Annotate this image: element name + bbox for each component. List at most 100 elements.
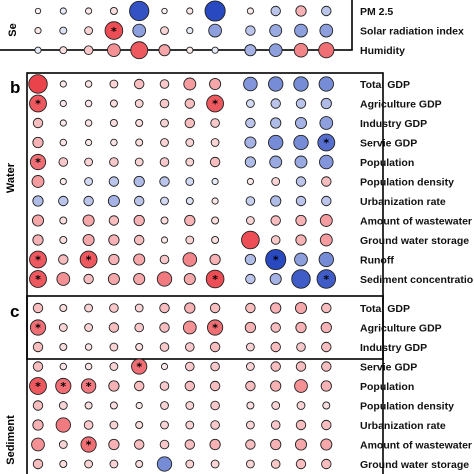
bubble-mark [59, 362, 68, 371]
bubble-mark [32, 361, 44, 372]
bubble-mark [82, 233, 95, 247]
bubble-mark [84, 157, 93, 167]
bubble-mark [185, 197, 194, 205]
significance-star: * [111, 25, 117, 38]
bubble-mark [109, 157, 119, 167]
bubble-mark [184, 439, 196, 450]
bubble-mark [135, 343, 144, 351]
bubble-mark [108, 380, 120, 392]
bubble-mark [294, 301, 308, 315]
bubble-mark [186, 27, 194, 35]
bubble-mark [108, 438, 120, 451]
bubble-mark [83, 420, 94, 430]
bubble-mark [32, 458, 44, 470]
bubble-mark [316, 269, 337, 289]
bubble-mark [319, 116, 334, 130]
bubble-mark [32, 117, 44, 129]
significance-star: * [35, 380, 41, 393]
bubble-mark [59, 236, 68, 244]
bubble-mark [84, 323, 93, 332]
bubble-mark [135, 421, 144, 429]
bubble-mark [295, 321, 307, 334]
bubble-mark [56, 272, 71, 286]
bubble-mark [59, 216, 68, 225]
bubble-row: * Servie GDP [32, 133, 417, 152]
bubble-mark [55, 377, 72, 395]
bubble-row: Urbanization rate [32, 194, 446, 208]
bubble-mark [161, 7, 168, 15]
bubble-mark [295, 195, 307, 207]
bubble-mark [186, 7, 194, 15]
bubble-mark [160, 362, 169, 371]
bubble-mark [109, 342, 119, 352]
bubble-mark [134, 157, 144, 167]
bubble-row: Ground water storage [32, 456, 469, 472]
bubble-mark [245, 380, 256, 392]
bubble-mark [160, 138, 169, 147]
bubble-mark [246, 99, 255, 108]
bubble-mark [293, 134, 309, 151]
bubble-row: Industry GDP [32, 116, 427, 130]
panel-a: Se PM 2.5 * Solar radiation index Humidity [0, 0, 464, 60]
bubble-row: * Servie GDP [32, 358, 417, 375]
bubble-mark [84, 401, 93, 410]
panel-side-label: Se [7, 23, 19, 36]
bubble-mark [317, 133, 336, 152]
row-label: Total GDP [360, 303, 410, 315]
bubble-mark [294, 23, 308, 38]
bubble-mark [209, 253, 221, 266]
bubble-mark [34, 7, 42, 15]
bubble-mark [320, 97, 332, 110]
bubble-mark [159, 302, 170, 314]
bubble-mark [182, 252, 198, 267]
bubble-mark [79, 250, 98, 269]
bubble-mark [209, 77, 222, 91]
bubble-mark [58, 195, 69, 207]
bubble-mark [319, 214, 333, 227]
bubble-mark [133, 272, 146, 286]
bubble-mark [32, 136, 44, 149]
row-label: Population [360, 157, 414, 169]
row-label: Agriculture GDP [360, 99, 442, 111]
bubble-row: * Population [29, 153, 414, 171]
bubble-mark [84, 343, 93, 351]
panel-frame [0, 0, 353, 51]
row-label: Agriculture GDP [360, 323, 442, 335]
row-label: Humidity [360, 45, 405, 57]
bubble-mark [320, 380, 332, 392]
significance-star: * [86, 380, 92, 393]
bubble-mark [29, 377, 47, 395]
bubble-mark [210, 138, 220, 147]
bubble-mark [109, 303, 119, 313]
significance-star: * [35, 254, 41, 267]
bubble-mark [32, 234, 44, 246]
bubble-mark [185, 177, 195, 186]
panel-side-label: Water [5, 162, 17, 193]
bubble-mark [32, 195, 44, 207]
bubble-mark [133, 439, 145, 450]
bubble-mark [59, 119, 67, 127]
bubble-mark [31, 437, 45, 452]
bubble-mark [245, 302, 256, 314]
bubble-mark [204, 0, 226, 22]
significance-star: * [212, 98, 218, 111]
bubble-mark [29, 250, 47, 269]
bubble-mark [205, 269, 225, 289]
bubble-mark [85, 138, 93, 147]
row-label: Solar radiation index [360, 26, 464, 38]
bubble-mark [107, 194, 120, 208]
bubble-row: * * * Sediment concentrations [29, 269, 474, 289]
bubble-mark [294, 155, 308, 169]
bubble-mark [210, 118, 220, 128]
significance-star: * [35, 98, 41, 111]
bubble-mark [107, 43, 121, 58]
bubble-mark [132, 23, 147, 38]
bubble-mark [159, 157, 170, 167]
bubble-mark [209, 156, 221, 168]
row-label: Sediment concentrations [360, 274, 474, 286]
bubble-mark [296, 342, 306, 352]
bubble-mark [294, 116, 308, 130]
row-label: PM 2.5 [360, 6, 393, 18]
significance-star: * [212, 322, 218, 335]
bubble-mark [160, 420, 169, 430]
